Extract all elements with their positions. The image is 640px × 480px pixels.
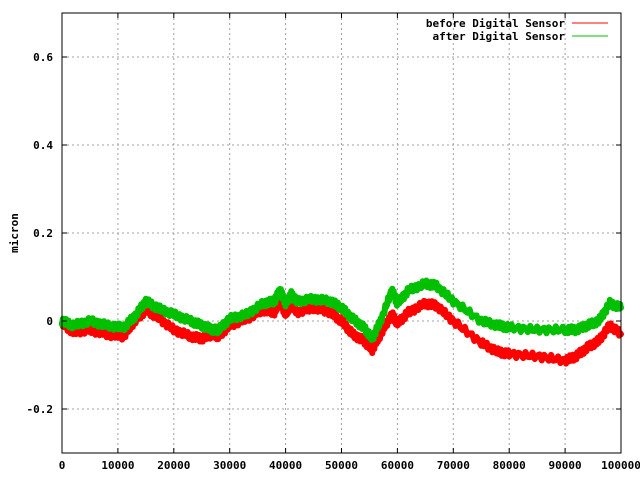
x-tick-label: 60000: [381, 459, 414, 472]
y-tick-label: 0: [46, 315, 53, 328]
x-tick-label: 20000: [157, 459, 190, 472]
series-line-2: [59, 277, 624, 343]
series-lines: [59, 277, 624, 367]
legend-label: before Digital Sensor: [426, 17, 565, 30]
legend-label: after Digital Sensor: [433, 30, 566, 43]
grid-lines: [62, 13, 621, 453]
x-tick-label: 100000: [601, 459, 640, 472]
y-tick-label: 0.6: [33, 51, 53, 64]
y-tick-label: 0.4: [33, 139, 53, 152]
y-tick-label: -0.2: [27, 403, 54, 416]
x-tick-label: 40000: [269, 459, 302, 472]
x-tick-label: 30000: [213, 459, 246, 472]
axis-ticks: 0 10000 20000 30000 40000 50000 60000 70000 8000…: [27, 13, 640, 472]
y-tick-label: 0.2: [33, 227, 53, 240]
x-tick-label: 10000: [101, 459, 134, 472]
x-tick-label: 70000: [437, 459, 470, 472]
series-line-1: [59, 295, 624, 367]
x-tick-label: 0: [59, 459, 66, 472]
x-tick-label: 50000: [325, 459, 358, 472]
x-tick-label: 80000: [493, 459, 526, 472]
y-axis-title: micron: [8, 213, 21, 253]
x-tick-label: 90000: [549, 459, 582, 472]
